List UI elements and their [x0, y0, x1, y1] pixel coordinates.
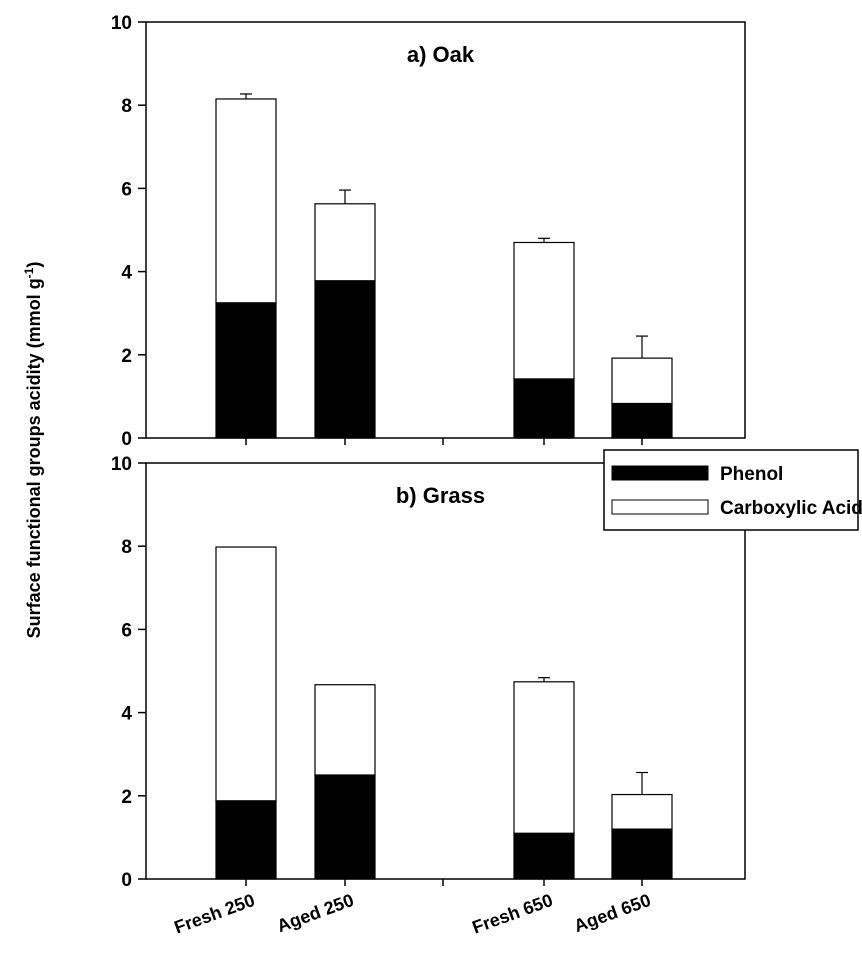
y-tick-label: 10	[111, 454, 132, 475]
y-axis-label: Surface functional groups acidity (mmol …	[22, 262, 44, 639]
legend-swatch-phenol	[611, 465, 709, 481]
bar-phenol	[215, 800, 277, 880]
bar-carboxylic-acid	[611, 793, 673, 830]
bar-carboxylic-acid	[513, 241, 575, 380]
bar-phenol	[314, 280, 376, 439]
bar-phenol	[513, 378, 575, 439]
panel-grass: b) Grass 0 2 4 6 8 10 Fresh 250 Aged 250 Fresh 65…	[111, 454, 746, 938]
y-tick-label: 8	[121, 537, 132, 558]
y-tick-label: 6	[121, 179, 132, 200]
panel-oak: a) Oak 0 2 4 6 8 10	[111, 13, 746, 450]
legend: Phenol Carboxylic Acid	[603, 449, 862, 531]
panel-title: a) Oak	[407, 42, 475, 67]
y-tick-label: 6	[121, 620, 132, 641]
plot-frame	[145, 462, 746, 880]
y-tick-label: 2	[121, 787, 132, 808]
legend-label-carboxylic-acid: Carboxylic Acid	[720, 498, 862, 519]
bar-phenol	[611, 828, 673, 880]
legend-label-phenol: Phenol	[720, 464, 783, 485]
bar-phenol	[215, 302, 277, 439]
bar-phenol	[513, 832, 575, 880]
x-category-label: Fresh 250	[172, 890, 258, 938]
x-category-label: Aged 250	[274, 890, 356, 936]
y-tick-label: 2	[121, 346, 132, 367]
bar-carboxylic-acid	[314, 684, 376, 776]
bar-carboxylic-acid	[611, 357, 673, 405]
bar-carboxylic-acid	[513, 681, 575, 834]
y-tick-label: 10	[111, 13, 132, 34]
x-category-label: Fresh 650	[470, 890, 556, 938]
y-tick-label: 0	[121, 429, 132, 450]
bar-phenol	[314, 774, 376, 880]
plot-frame	[145, 21, 746, 439]
bar-carboxylic-acid	[215, 546, 277, 802]
y-tick-label: 4	[121, 704, 132, 725]
y-tick-label: 8	[121, 96, 132, 117]
x-category-label: Aged 650	[571, 890, 653, 936]
y-tick-label: 0	[121, 870, 132, 891]
panel-title: b) Grass	[396, 483, 485, 508]
y-tick-label: 4	[121, 263, 132, 284]
bar-phenol	[611, 402, 673, 439]
legend-box	[603, 449, 859, 531]
legend-swatch-carboxylic-acid	[611, 499, 709, 515]
bar-carboxylic-acid	[215, 98, 277, 304]
bar-carboxylic-acid	[314, 203, 376, 282]
